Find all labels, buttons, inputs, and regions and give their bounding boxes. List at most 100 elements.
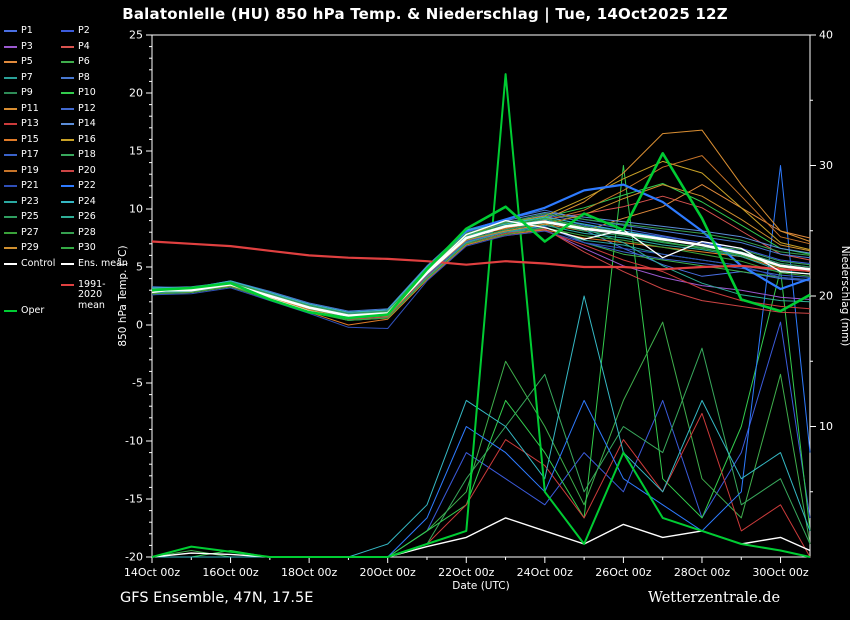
- legend-line-swatch: [4, 247, 17, 250]
- legend-label: P21: [21, 180, 39, 191]
- legend-item-p4: P4: [61, 41, 118, 52]
- legend-label: P6: [78, 56, 90, 67]
- legend-label: P28: [78, 226, 96, 238]
- legend-item-p26: P26: [61, 211, 118, 222]
- legend-line-swatch: [4, 262, 17, 265]
- legend-item-p25: P25: [4, 211, 61, 222]
- legend-item-p15: P15: [4, 133, 61, 145]
- legend-item-p21: P21: [4, 180, 61, 191]
- legend-item-p22: P22: [61, 180, 118, 191]
- legend-label: P27: [21, 226, 39, 238]
- x-tick-label: 14Oct 00z: [124, 566, 181, 579]
- legend-line-swatch: [61, 247, 74, 250]
- legend-line-swatch: [61, 107, 74, 110]
- legend-label: P17: [21, 149, 39, 160]
- legend-label: P1: [21, 25, 33, 36]
- legend-item-ens-mean: Ens. mean: [61, 258, 128, 269]
- legend-item-p18: P18: [61, 149, 118, 160]
- legend-label: Ens. mean: [78, 257, 128, 269]
- legend-line-swatch: [61, 185, 74, 188]
- legend-item-control: Control: [4, 258, 61, 269]
- temp-line-oper: [151, 152, 811, 320]
- legend-row: P17 P18: [4, 149, 118, 166]
- model-info-text: GFS Ensemble, 47N, 17.5E: [120, 590, 314, 606]
- x-tick-label: 22Oct 00z: [438, 566, 495, 579]
- legend-label: Oper: [21, 305, 45, 316]
- legend-label: P14: [78, 118, 96, 129]
- legend-line-swatch: [4, 200, 17, 203]
- legend-item-p30: P30: [61, 242, 118, 253]
- legend-row: P25 P26: [4, 211, 118, 228]
- legend-line-swatch: [61, 200, 74, 203]
- legend-label: P19: [21, 164, 39, 176]
- legend-line-swatch: [4, 107, 17, 110]
- x-axis-title: Date (UTC): [452, 580, 509, 592]
- legend: P1 P2 P3 P4 P5 P6 P7 P8 P9 P10 P11 P12 P13 P14 P15 P16 P…: [4, 25, 128, 322]
- temp-line-p4: [151, 195, 811, 314]
- legend-line-swatch: [61, 61, 74, 64]
- legend-label: P26: [78, 211, 96, 222]
- y-left-tick-label: 20: [129, 87, 143, 100]
- legend-item-p5: P5: [4, 56, 61, 67]
- legend-line-swatch: [61, 169, 74, 172]
- legend-item-p19: P19: [4, 164, 61, 176]
- legend-line-swatch: [4, 123, 17, 126]
- legend-line-swatch: [4, 138, 17, 141]
- temp-line-p8: [151, 209, 811, 312]
- legend-line-swatch: [4, 310, 17, 313]
- legend-line-swatch: [4, 76, 17, 79]
- temp-line-clim-mean: [151, 240, 811, 272]
- legend-item-p12: P12: [61, 103, 118, 114]
- legend-line-swatch: [61, 123, 74, 126]
- legend-line-swatch: [4, 216, 17, 219]
- legend-row: P27 P28: [4, 226, 118, 244]
- legend-label: P15: [21, 133, 39, 145]
- legend-item-p27: P27: [4, 226, 61, 238]
- legend-row: P5 P6: [4, 56, 118, 73]
- y-left-tick-label: 0: [136, 319, 143, 332]
- legend-row: P21 P22: [4, 180, 118, 197]
- legend-row: P3 P4: [4, 41, 118, 58]
- legend-line-swatch: [61, 92, 74, 95]
- legend-row: P11 P12: [4, 102, 118, 120]
- legend-line-swatch: [4, 185, 17, 188]
- legend-row: P23 P24: [4, 196, 118, 213]
- legend-label: 1991-2020 mean: [78, 279, 106, 311]
- legend-label: P29: [21, 242, 39, 253]
- x-tick-label: 16Oct 00z: [202, 566, 259, 579]
- precip-line-p24: [152, 295, 811, 558]
- legend-row: P9 P10: [4, 87, 118, 104]
- legend-line-swatch: [61, 45, 74, 48]
- legend-line-swatch: [61, 262, 74, 265]
- legend-line-swatch: [61, 138, 74, 141]
- y-left-tick-label: -10: [125, 435, 143, 448]
- legend-line-swatch: [61, 76, 74, 79]
- legend-line-swatch: [4, 30, 17, 33]
- legend-row: Oper: [4, 305, 118, 322]
- x-tick-label: 28Oct 00z: [674, 566, 731, 579]
- legend-label: P13: [21, 118, 39, 129]
- legend-line-swatch: [4, 92, 17, 95]
- x-tick-label: 18Oct 00z: [281, 566, 338, 579]
- legend-label: P8: [78, 71, 90, 83]
- legend-item-p17: P17: [4, 149, 61, 160]
- legend-label: P11: [21, 102, 39, 114]
- legend-item-p23: P23: [4, 196, 61, 207]
- legend-label: P2: [78, 25, 90, 36]
- legend-item-p14: P14: [61, 118, 118, 129]
- site-brand-text: Wetterzentrale.de: [648, 590, 781, 606]
- legend-item-p13: P13: [4, 118, 61, 129]
- legend-item-p28: P28: [61, 226, 118, 238]
- legend-line-swatch: [4, 61, 17, 64]
- legend-line-swatch: [4, 154, 17, 157]
- chart-title: Balatonlelle (HU) 850 hPa Temp. & Nieder…: [122, 5, 728, 23]
- y-right-axis-title: Niederschlag (mm): [839, 246, 850, 347]
- legend-item-p9: P9: [4, 87, 61, 98]
- x-tick-label: 26Oct 00z: [595, 566, 652, 579]
- legend-line-swatch: [61, 284, 74, 286]
- legend-label: P18: [78, 149, 96, 160]
- y-left-tick-label: 15: [129, 145, 143, 158]
- legend-line-swatch: [61, 30, 74, 33]
- x-tick-label: 24Oct 00z: [517, 566, 574, 579]
